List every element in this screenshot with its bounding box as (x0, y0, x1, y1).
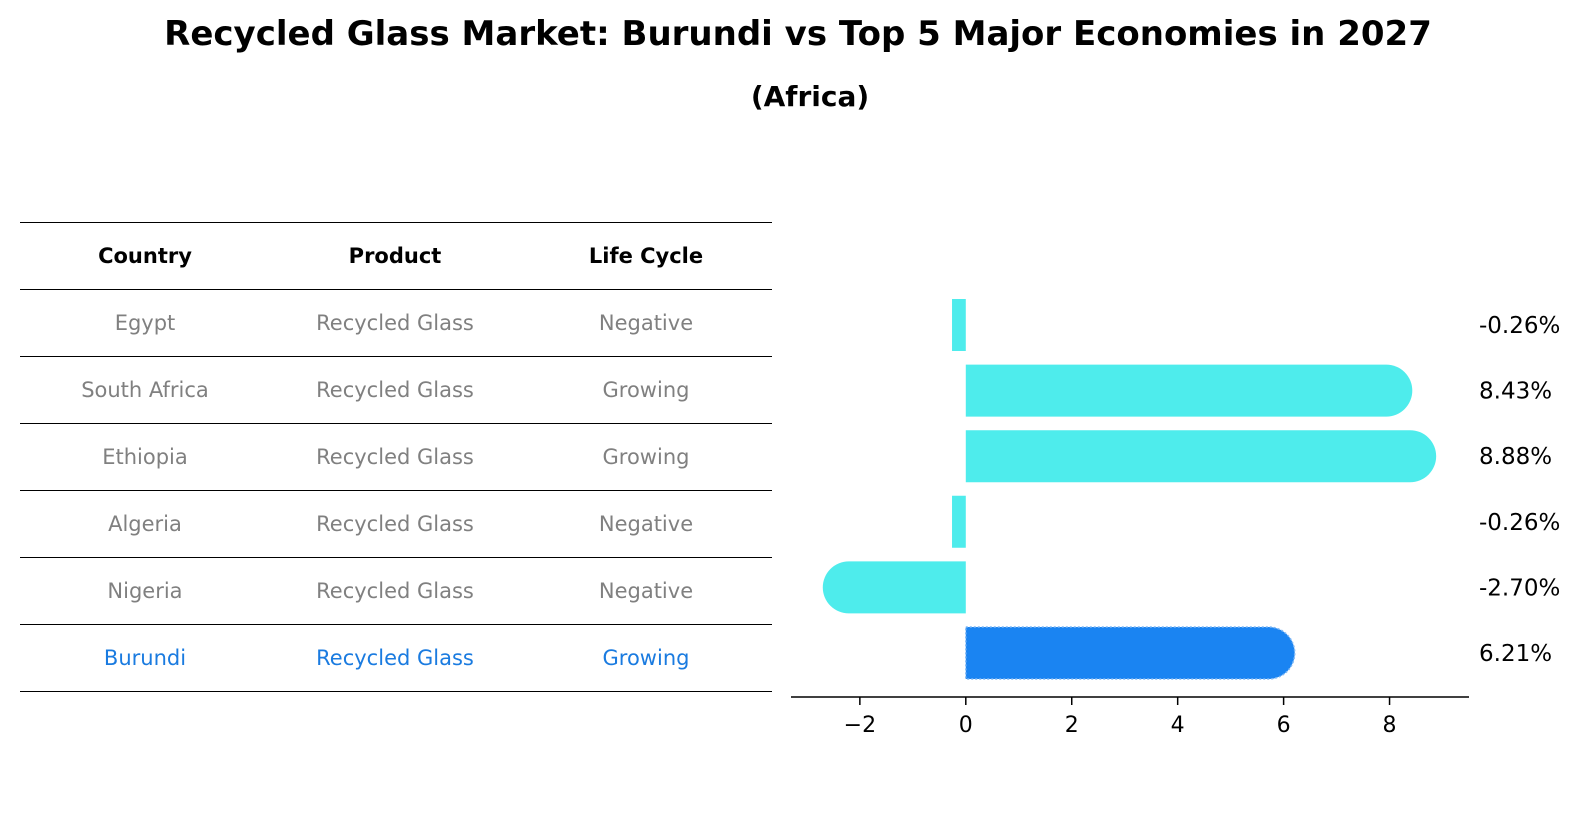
cell-life-cycle: Negative (520, 289, 772, 357)
header-product: Product (270, 222, 520, 290)
chart-title: Recycled Glass Market: Burundi vs Top 5 … (164, 14, 1432, 54)
cell-life-cycle: Negative (520, 490, 772, 558)
cell-country: Algeria (20, 490, 270, 558)
table-row: Ethiopia Recycled Glass Growing (20, 423, 772, 491)
table-row-highlighted: Burundi Recycled Glass Growing (20, 624, 772, 692)
cell-life-cycle: Negative (520, 557, 772, 625)
x-tick-label: −2 (844, 713, 876, 738)
cell-life-cycle: Growing (520, 624, 772, 692)
cell-product: Recycled Glass (270, 490, 520, 558)
bar-egypt (952, 299, 966, 351)
cell-product: Recycled Glass (270, 624, 520, 692)
cell-product: Recycled Glass (270, 557, 520, 625)
cell-country: Burundi (20, 624, 270, 692)
header-life-cycle: Life Cycle (520, 222, 772, 290)
table-row: South Africa Recycled Glass Growing (20, 356, 772, 424)
x-axis: −2 0 2 4 6 8 (791, 696, 1469, 738)
value-labels: -0.26% 8.43% 8.88% -0.26% -2.70% 6.21% (1479, 313, 1560, 667)
chart-subtitle: (Africa) (750, 80, 870, 113)
table-header-row: Country Product Life Cycle (20, 222, 772, 290)
bar-algeria (952, 495, 966, 548)
bars-layer (822, 299, 1437, 680)
table-row: Egypt Recycled Glass Negative (20, 289, 772, 357)
x-tick-label: 6 (1277, 713, 1291, 738)
cell-country: Egypt (20, 289, 270, 357)
value-label: 6.21% (1479, 641, 1552, 667)
value-label: -0.26% (1479, 510, 1560, 536)
value-label: 8.88% (1479, 444, 1552, 470)
bar-burundi (965, 626, 1296, 680)
header-country: Country (20, 222, 270, 290)
bar-nigeria (822, 561, 966, 614)
x-tick-label: 4 (1171, 713, 1185, 738)
data-table: Country Product Life Cycle Egypt Recycle… (20, 222, 772, 692)
cell-country: South Africa (20, 356, 270, 424)
bar-ethiopia (965, 430, 1437, 483)
value-label: -2.70% (1479, 575, 1560, 601)
table-row: Nigeria Recycled Glass Negative (20, 557, 772, 625)
cell-life-cycle: Growing (520, 423, 772, 491)
bar-south-africa (965, 364, 1413, 417)
cell-country: Nigeria (20, 557, 270, 625)
x-tick-label: 8 (1383, 713, 1397, 738)
cell-product: Recycled Glass (270, 356, 520, 424)
cell-product: Recycled Glass (270, 289, 520, 357)
value-label: -0.26% (1479, 313, 1560, 339)
cell-country: Ethiopia (20, 423, 270, 491)
cell-product: Recycled Glass (270, 423, 520, 491)
table-row: Algeria Recycled Glass Negative (20, 490, 772, 558)
x-tick-label: 2 (1065, 713, 1079, 738)
x-tick-label: 0 (959, 713, 973, 738)
value-label: 8.43% (1479, 379, 1552, 405)
